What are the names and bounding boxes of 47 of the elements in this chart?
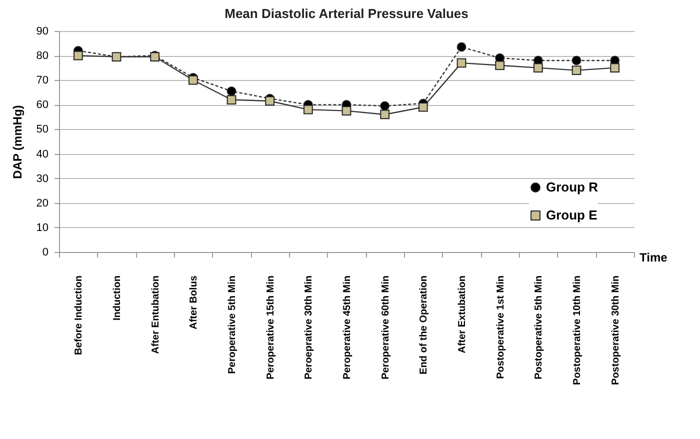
x-tick-label: Peroperative 60th Min	[380, 276, 392, 380]
y-tick-label: 40	[36, 148, 48, 160]
point	[572, 56, 582, 66]
point	[456, 42, 466, 52]
legend-label: Group E	[546, 208, 598, 222]
x-tick-label: Postoperative 1st Min	[495, 276, 506, 379]
legend-label: Group R	[546, 180, 599, 194]
x-tick-label: After Extubation	[457, 276, 468, 354]
point	[226, 86, 236, 96]
x-tick-label: Induction	[112, 276, 123, 320]
chart-title: Mean Diastolic Arterial Pressure Values	[224, 6, 468, 21]
x-tick-label: Before Induction	[74, 276, 85, 355]
x-tick-label: Peroperative 45th Min	[342, 276, 353, 380]
point	[73, 50, 83, 60]
point	[610, 63, 620, 73]
x-axis-title: Time	[640, 250, 668, 264]
point	[418, 102, 428, 112]
y-tick-label: 0	[42, 246, 48, 258]
y-tick-label: 50	[36, 124, 48, 136]
x-tick-label: Peroeprative 30th Min	[304, 276, 315, 380]
x-tick-label: Peroperative 5th Min	[227, 276, 238, 374]
y-tick-label: 30	[36, 172, 48, 185]
x-tick-label: Peroperative 15th Min	[265, 276, 276, 380]
x-tick-label: Postoperative 5th Min	[534, 276, 545, 380]
y-tick-label: 20	[36, 197, 48, 210]
x-tick-label: After Entubation	[150, 276, 162, 354]
x-tick-label: Postoperative 10th Min	[572, 276, 583, 385]
point	[456, 58, 466, 68]
point	[303, 104, 313, 114]
x-tick-label: End of the Operation	[418, 276, 430, 374]
point	[495, 60, 505, 70]
point	[533, 63, 543, 73]
point	[572, 66, 582, 75]
point	[380, 101, 390, 111]
point	[226, 95, 236, 104]
x-tick-label: After Bolus	[188, 275, 200, 330]
point	[265, 96, 275, 106]
y-tick-label: 90	[36, 26, 48, 38]
point	[342, 106, 352, 116]
x-tick-label: Postoperative 30th Min	[610, 276, 622, 385]
point	[380, 110, 390, 120]
y-tick-label: 10	[36, 222, 48, 234]
y-tick-label: 60	[36, 99, 48, 112]
y-tick-label: 70	[36, 74, 48, 87]
y-axis-title: DAP (mmHg)	[10, 105, 24, 179]
point	[188, 75, 198, 85]
y-tick-label: 80	[36, 50, 48, 62]
